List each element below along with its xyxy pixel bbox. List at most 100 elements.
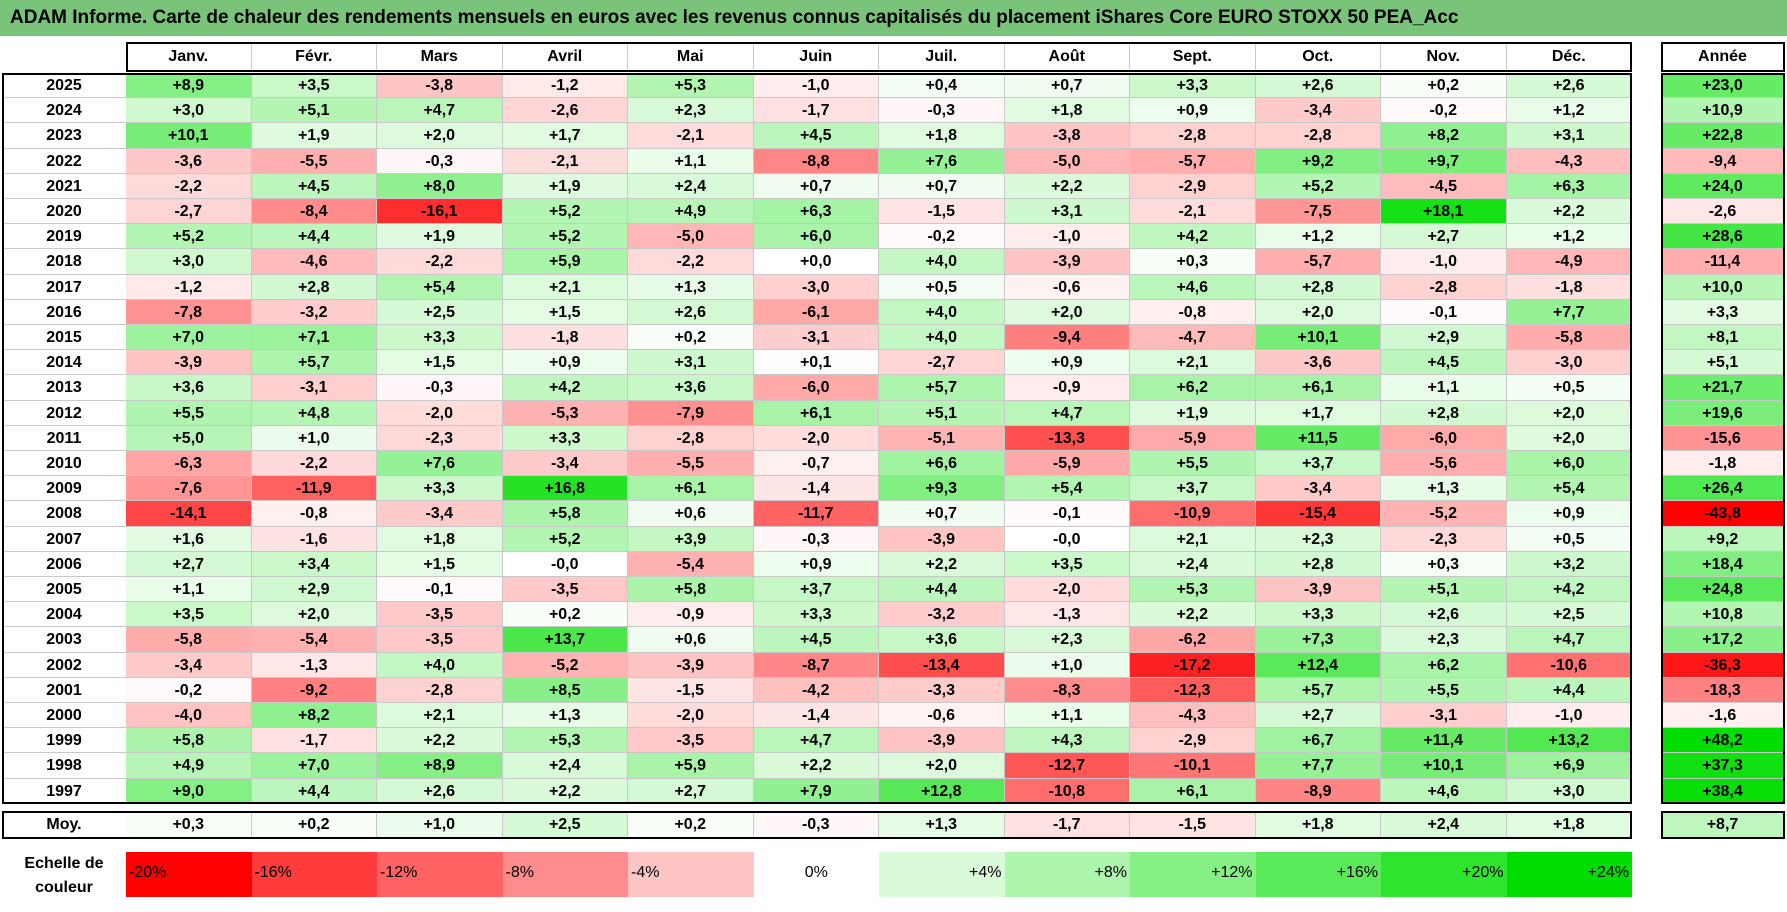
row-year-label: 2011 <box>2 425 126 451</box>
heatmap-cell: +5,8 <box>628 577 754 603</box>
heatmap-cell: -7,8 <box>126 299 252 325</box>
heatmap-cell: -2,7 <box>879 350 1005 376</box>
heatmap-cell: +1,1 <box>1381 375 1507 401</box>
heatmap-cell: +0,9 <box>753 551 879 577</box>
heatmap-cell: +2,2 <box>377 728 503 754</box>
heatmap-cell: -3,9 <box>1004 249 1130 275</box>
heatmap-cell: +3,1 <box>628 350 754 376</box>
heatmap-cell: +0,4 <box>879 73 1005 99</box>
row-year-label: 2025 <box>2 73 126 99</box>
heatmap-cell: +4,5 <box>753 123 879 149</box>
heatmap-cell: -3,5 <box>377 627 503 653</box>
heatmap-cell: +5,9 <box>502 249 628 275</box>
heatmap-cell: -2,0 <box>1004 577 1130 603</box>
heatmap-cell: +1,5 <box>377 551 503 577</box>
annual-cell: +9,2 <box>1661 526 1785 552</box>
heatmap-cell: +2,8 <box>1255 551 1381 577</box>
heatmap-cell: -14,1 <box>126 501 252 527</box>
heatmap-cell: +0,0 <box>753 249 879 275</box>
heatmap-cell: -8,9 <box>1255 778 1381 804</box>
heatmap-cell: +9,3 <box>879 476 1005 502</box>
heatmap-cell: +2,0 <box>1506 425 1632 451</box>
heatmap-cell: -2,0 <box>628 703 754 729</box>
heatmap-cell: -2,1 <box>502 148 628 174</box>
row-year-label: 2005 <box>2 577 126 603</box>
row-year-label: 2013 <box>2 375 126 401</box>
row-year-label: 2019 <box>2 224 126 250</box>
heatmap-cell: +2,7 <box>126 551 252 577</box>
heatmap-cell: +3,5 <box>126 602 252 628</box>
heatmap-cell: -0,8 <box>1130 299 1256 325</box>
heatmap-cell: -1,8 <box>502 325 628 351</box>
heatmap-cell: -0,7 <box>753 451 879 477</box>
row-year-label: 2001 <box>2 677 126 703</box>
row-year-label: 2012 <box>2 400 126 426</box>
heatmap-cell: -5,4 <box>251 627 377 653</box>
heatmap-cell: -6,2 <box>1130 627 1256 653</box>
heatmap-cell: -5,1 <box>879 425 1005 451</box>
heatmap-cell: -0,3 <box>753 526 879 552</box>
heatmap-cell: +4,2 <box>1506 577 1632 603</box>
annual-cell: +22,8 <box>1661 123 1785 149</box>
heatmap-cell: +3,4 <box>251 551 377 577</box>
heatmap-cell: +5,4 <box>1004 476 1130 502</box>
heatmap-cell: -5,5 <box>251 148 377 174</box>
color-scale-swatch: 0% <box>753 852 879 897</box>
column-header: Août <box>1004 42 1130 72</box>
average-cell: +1,8 <box>1506 811 1632 839</box>
heatmap-cell: +3,1 <box>1506 123 1632 149</box>
annual-cell: +37,3 <box>1661 753 1785 779</box>
heatmap-cell: +4,6 <box>1381 778 1507 804</box>
column-header: Mars <box>377 42 503 72</box>
heatmap-cell: -1,8 <box>1506 274 1632 300</box>
heatmap-cell: +0,5 <box>879 274 1005 300</box>
heatmap-cell: -2,2 <box>628 249 754 275</box>
heatmap-cell: +0,9 <box>1130 98 1256 124</box>
row-year-label: 2003 <box>2 627 126 653</box>
heatmap-cell: +3,3 <box>753 602 879 628</box>
heatmap-cell: -1,7 <box>251 728 377 754</box>
heatmap-cell: +4,6 <box>1130 274 1256 300</box>
heatmap-cell: +1,1 <box>628 148 754 174</box>
heatmap-cell: -6,0 <box>753 375 879 401</box>
annual-cell: +10,9 <box>1661 98 1785 124</box>
heatmap-cell: +6,3 <box>1506 173 1632 199</box>
heatmap-cell: +5,3 <box>628 73 754 99</box>
annual-cell: +19,6 <box>1661 400 1785 426</box>
heatmap-cell: +7,6 <box>879 148 1005 174</box>
average-cell: +2,4 <box>1381 811 1507 839</box>
heatmap-cell: +7,6 <box>377 451 503 477</box>
heatmap-cell: -0,3 <box>879 98 1005 124</box>
average-cell: +2,5 <box>502 811 628 839</box>
heatmap-cell: +3,3 <box>1130 73 1256 99</box>
heatmap-cell: -4,3 <box>1130 703 1256 729</box>
heatmap-cell: +6,1 <box>753 400 879 426</box>
annual-cell: +5,1 <box>1661 350 1785 376</box>
heatmap-cell: -1,3 <box>251 652 377 678</box>
heatmap-cell: +2,9 <box>251 577 377 603</box>
row-year-label: 2008 <box>2 501 126 527</box>
heatmap-cell: -3,3 <box>879 677 1005 703</box>
color-scale-swatch: -16% <box>251 852 377 897</box>
heatmap-cell: -0,9 <box>628 602 754 628</box>
heatmap-cell: +0,5 <box>1506 526 1632 552</box>
heatmap-cell: +6,0 <box>1506 451 1632 477</box>
heatmap-cell: +5,7 <box>1255 677 1381 703</box>
heatmap-cell: +1,9 <box>251 123 377 149</box>
heatmap-cell: +2,4 <box>628 173 754 199</box>
heatmap-cell: +1,9 <box>377 224 503 250</box>
heatmap-cell: +7,3 <box>1255 627 1381 653</box>
heatmap-cell: -2,2 <box>126 173 252 199</box>
heatmap-cell: +0,1 <box>753 350 879 376</box>
heatmap-cell: -7,5 <box>1255 199 1381 225</box>
heatmap-cell: -3,8 <box>377 73 503 99</box>
heatmap-cell: +2,1 <box>502 274 628 300</box>
heatmap-cell: -1,2 <box>126 274 252 300</box>
annual-cell: -9,4 <box>1661 148 1785 174</box>
heatmap-cell: +3,3 <box>1255 602 1381 628</box>
heatmap-cell: +3,3 <box>502 425 628 451</box>
heatmap-cell: -5,0 <box>628 224 754 250</box>
heatmap-cell: -11,7 <box>753 501 879 527</box>
heatmap-cell: -3,6 <box>1255 350 1381 376</box>
heatmap-cell: -10,8 <box>1004 778 1130 804</box>
